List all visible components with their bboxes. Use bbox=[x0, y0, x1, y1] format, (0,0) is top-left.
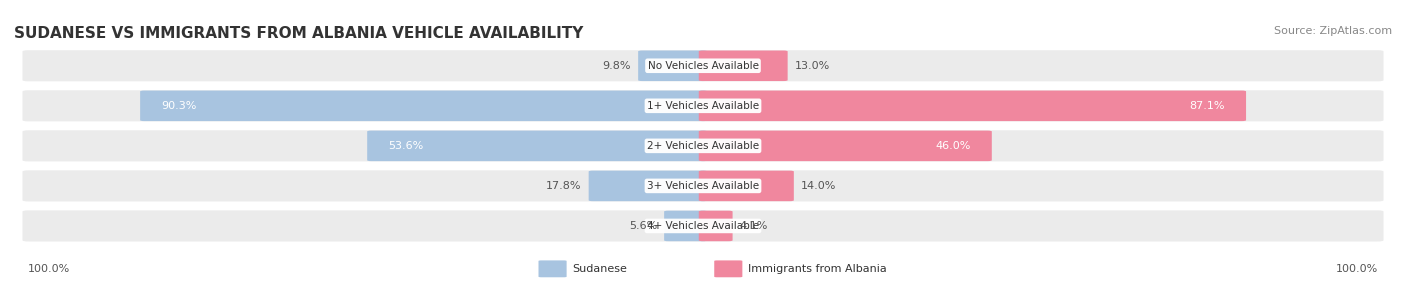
FancyBboxPatch shape bbox=[22, 210, 1384, 241]
FancyBboxPatch shape bbox=[699, 51, 787, 81]
Text: 100.0%: 100.0% bbox=[1336, 264, 1378, 274]
FancyBboxPatch shape bbox=[664, 211, 707, 241]
Text: 3+ Vehicles Available: 3+ Vehicles Available bbox=[647, 181, 759, 191]
Text: 5.6%: 5.6% bbox=[628, 221, 657, 231]
FancyBboxPatch shape bbox=[22, 130, 1384, 161]
FancyBboxPatch shape bbox=[538, 260, 567, 277]
Text: 4+ Vehicles Available: 4+ Vehicles Available bbox=[647, 221, 759, 231]
FancyBboxPatch shape bbox=[22, 170, 1384, 201]
FancyBboxPatch shape bbox=[22, 50, 1384, 81]
FancyBboxPatch shape bbox=[589, 171, 707, 201]
Text: 2+ Vehicles Available: 2+ Vehicles Available bbox=[647, 141, 759, 151]
FancyBboxPatch shape bbox=[714, 260, 742, 277]
Text: 87.1%: 87.1% bbox=[1189, 101, 1225, 111]
FancyBboxPatch shape bbox=[141, 91, 707, 121]
Text: No Vehicles Available: No Vehicles Available bbox=[648, 61, 758, 71]
FancyBboxPatch shape bbox=[638, 51, 707, 81]
Text: 1+ Vehicles Available: 1+ Vehicles Available bbox=[647, 101, 759, 111]
FancyBboxPatch shape bbox=[699, 211, 733, 241]
Text: 4.1%: 4.1% bbox=[740, 221, 768, 231]
FancyBboxPatch shape bbox=[367, 131, 707, 161]
Text: Sudanese: Sudanese bbox=[572, 264, 627, 274]
Text: 90.3%: 90.3% bbox=[162, 101, 197, 111]
Text: Source: ZipAtlas.com: Source: ZipAtlas.com bbox=[1274, 26, 1392, 36]
FancyBboxPatch shape bbox=[699, 171, 794, 201]
Text: 9.8%: 9.8% bbox=[603, 61, 631, 71]
Text: 46.0%: 46.0% bbox=[935, 141, 970, 151]
Text: 100.0%: 100.0% bbox=[28, 264, 70, 274]
Text: 13.0%: 13.0% bbox=[794, 61, 830, 71]
FancyBboxPatch shape bbox=[699, 91, 1246, 121]
Text: 17.8%: 17.8% bbox=[546, 181, 582, 191]
Text: Immigrants from Albania: Immigrants from Albania bbox=[748, 264, 887, 274]
FancyBboxPatch shape bbox=[699, 131, 991, 161]
Text: SUDANESE VS IMMIGRANTS FROM ALBANIA VEHICLE AVAILABILITY: SUDANESE VS IMMIGRANTS FROM ALBANIA VEHI… bbox=[14, 26, 583, 41]
FancyBboxPatch shape bbox=[22, 90, 1384, 121]
Text: 14.0%: 14.0% bbox=[801, 181, 837, 191]
Text: 53.6%: 53.6% bbox=[388, 141, 423, 151]
